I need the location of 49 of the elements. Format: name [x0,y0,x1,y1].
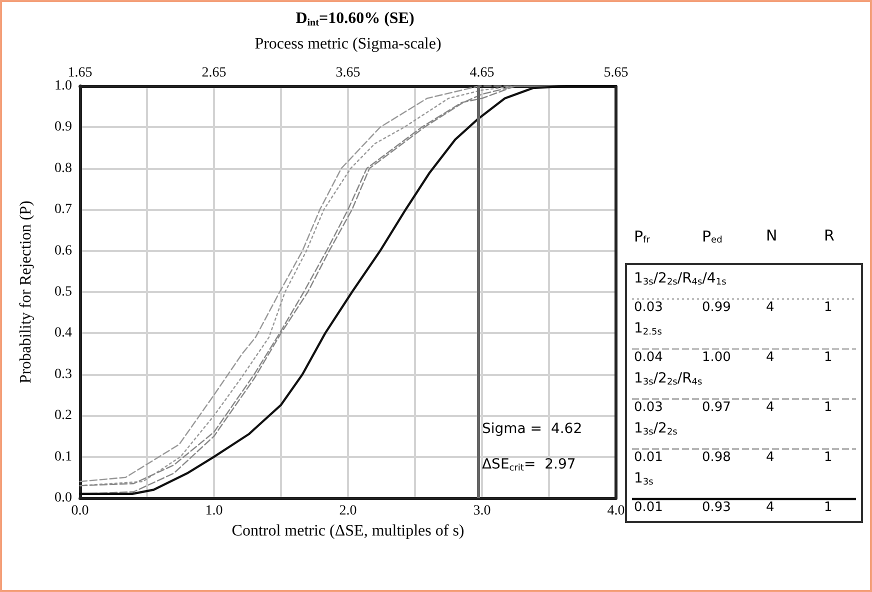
x-tick-label: 4.0 [607,504,625,518]
text: Pfr [634,228,650,246]
text: 1 [824,450,832,465]
text: 1.00 [702,350,731,365]
text: 4 [766,500,774,515]
y-axis-title: Probability for Rejection (P) [18,200,34,384]
y-tick-label: 0.0 [54,490,72,506]
x-tick-label: 0.0 [71,504,89,518]
text: 0.01 [634,450,663,465]
annotation: Sigma = 4.62 [482,421,582,437]
y-tick-label: 0.5 [54,284,72,300]
text: 0.03 [634,400,663,415]
y-tick-label: 0.3 [54,366,72,382]
x-tick-label: 2.0 [339,504,357,518]
text: 4 [766,400,774,415]
x-tick-label: 1.0 [205,504,223,518]
y-tick-label: 0.6 [54,243,72,258]
text: 4 [766,300,774,315]
x2-tick-label: 1.65 [68,66,92,80]
text: 4 [766,450,774,465]
y-tick-label: 0.7 [54,202,72,218]
text: 0.98 [702,450,731,465]
y-tick-label: 1.0 [54,78,72,94]
text: 1 [824,350,832,365]
x2-axis-title: Process metric (Sigma-scale) [254,36,442,52]
text: 0.01 [634,500,663,515]
text: 1 [824,400,832,415]
text: 1 [824,500,832,515]
y-tick-label: 0.8 [54,160,72,176]
x2-tick-label: 2.65 [202,66,226,80]
y-tick-label: 0.9 [54,120,72,135]
text: 1 [824,300,832,315]
x-tick-label: 3.0 [473,504,491,518]
text: N [766,226,778,244]
text: 0.97 [702,400,731,415]
text: R [824,226,834,244]
text: 0.99 [702,300,731,315]
text: 0.04 [634,350,663,365]
x2-tick-label: 3.65 [336,66,360,80]
text: 0.03 [634,300,663,315]
y-tick-label: 0.1 [54,449,72,464]
x2-tick-label: 4.65 [470,66,494,80]
text: 0.93 [702,500,731,515]
y-tick-label: 0.2 [54,408,72,424]
x2-tick-label: 5.65 [604,66,628,80]
text: Ped [702,228,722,246]
x-axis-title: Control metric (ΔSE, multiples of s) [232,522,464,540]
text: 4 [766,350,774,365]
y-tick-label: 0.4 [54,326,72,341]
